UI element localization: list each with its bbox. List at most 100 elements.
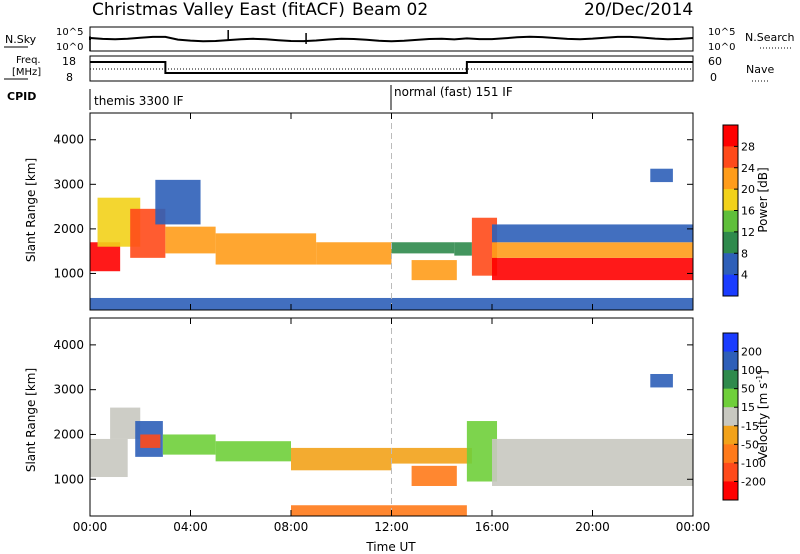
data-region [90, 242, 121, 272]
data-region [291, 447, 392, 471]
freq-label-line1: Freq. [16, 55, 41, 66]
y-tick-label: 3000 [53, 177, 84, 191]
freq-tick-high: 18 [62, 55, 76, 68]
colorbar-tick-label: 16 [741, 205, 755, 218]
cpid-label: CPID [7, 90, 36, 103]
data-region [492, 224, 693, 243]
velocity-colorbar-label-sup: -1 [755, 375, 764, 383]
data-region [650, 168, 673, 183]
colorbar-tick-label: 100 [741, 364, 762, 377]
nsky-label: N.Sky [5, 33, 37, 46]
data-region [492, 438, 693, 486]
x-tick-label: 20:00 [575, 520, 610, 534]
colorbar-swatch [723, 388, 738, 408]
velocity-ylabel: Slant Range [km] [24, 368, 38, 472]
colorbar-frame [722, 332, 739, 501]
data-region [140, 434, 161, 448]
plot-title: Christmas Valley East (fitACF) [92, 0, 345, 20]
data-region [492, 242, 693, 258]
colorbar-tick-label: 4 [741, 269, 748, 282]
velocity-colorbar: 200 100 50 15 -15 -50 -100 -200 [722, 332, 766, 501]
colorbar-tick-label: -200 [741, 475, 766, 488]
colorbar-tick-label: 8 [741, 247, 748, 260]
colorbar-tick-label: 12 [741, 226, 755, 239]
nsky-trace [89, 35, 694, 43]
power-colorbar-label: Power [dB] [756, 167, 770, 232]
colorbar-swatch [723, 370, 738, 390]
y-tick-label: 4000 [53, 133, 84, 147]
colorbar-swatch [723, 125, 738, 147]
nsearch-label: N.Search [745, 31, 795, 44]
nave-label: Nave [746, 63, 774, 76]
colorbar-swatch [723, 425, 738, 445]
data-region [411, 260, 457, 281]
velocity-panel: 1000 2000 3000 4000 00:00 04:00 08:00 12:00 16:0… [53, 317, 711, 534]
colorbar-tick-label: -50 [741, 438, 759, 451]
power-panel: 1000 2000 3000 4000 [53, 112, 694, 311]
nsearch-tick-high: 10^5 [708, 27, 735, 38]
y-tick-label: 2000 [53, 427, 84, 441]
power-ylabel: Slant Range [km] [24, 158, 38, 262]
nave-tick-high: 60 [708, 55, 722, 68]
velocity-colorbar-label-main: Velocity [m s [756, 383, 770, 460]
x-axis-label: Time UT [365, 540, 416, 554]
colorbar-tick-label: -100 [741, 457, 766, 470]
data-region [165, 226, 216, 254]
colorbar-tick-label: 200 [741, 346, 762, 359]
colorbar-swatch [723, 210, 738, 233]
nsky-tick-high: 10^5 [56, 27, 83, 38]
colorbar-swatch [723, 253, 738, 276]
freq-trace [90, 61, 693, 74]
data-region [411, 465, 457, 486]
colorbar-swatch [723, 189, 738, 211]
colorbar-swatch [723, 481, 738, 501]
x-tick-label: 16:00 [475, 520, 510, 534]
colorbar-swatch [723, 444, 738, 464]
cpid-entry-2: normal (fast) 151 IF [394, 85, 513, 99]
nsky-tick-low: 10^0 [56, 42, 83, 53]
x-tick-label: 00:00 [676, 520, 711, 534]
data-region [391, 242, 455, 254]
colorbar-swatch [723, 146, 738, 169]
data-region [316, 242, 392, 265]
y-tick-label: 1000 [53, 266, 84, 280]
date-label: 20/Dec/2014 [584, 0, 693, 20]
x-tick-label: 12:00 [374, 520, 409, 534]
colorbar-tick-label: 15 [741, 401, 755, 414]
beam-label: Beam 02 [352, 0, 428, 20]
y-tick-label: 2000 [53, 222, 84, 236]
colorbar-swatch [723, 351, 738, 371]
x-tick-label: 04:00 [173, 520, 208, 534]
data-region [215, 441, 291, 462]
data-region [391, 447, 472, 464]
colorbar-tick-label: -15 [741, 420, 759, 433]
cpid-entry-1: themis 3300 IF [94, 94, 184, 108]
colorbar-tick-label: 20 [741, 183, 755, 196]
colorbar-swatch [723, 333, 738, 353]
colorbar-swatch [723, 274, 738, 297]
data-region [155, 179, 201, 225]
control-traces [89, 30, 694, 74]
data-region [291, 505, 467, 516]
freq-label-line2: [MHz] [12, 67, 41, 78]
data-region [215, 233, 317, 265]
colorbar-swatch [723, 167, 738, 190]
data-region [650, 373, 673, 388]
freq-tick-low: 8 [66, 71, 73, 84]
nave-tick-low: 0 [710, 71, 717, 84]
colorbar-tick-label: 50 [741, 383, 755, 396]
panel-background [90, 318, 693, 516]
data-region [90, 438, 128, 478]
data-region [454, 242, 472, 256]
x-tick-label: 00:00 [73, 520, 108, 534]
colorbar-tick-label: 28 [741, 140, 755, 153]
data-region [492, 257, 693, 281]
y-tick-label: 1000 [53, 472, 84, 486]
colorbar-swatch [723, 407, 738, 427]
velocity-colorbar-label: Velocity [m s-1] [755, 370, 770, 460]
nsearch-tick-low: 10^0 [708, 42, 735, 53]
colorbar-swatch [723, 462, 738, 482]
x-tick-label: 08:00 [274, 520, 309, 534]
